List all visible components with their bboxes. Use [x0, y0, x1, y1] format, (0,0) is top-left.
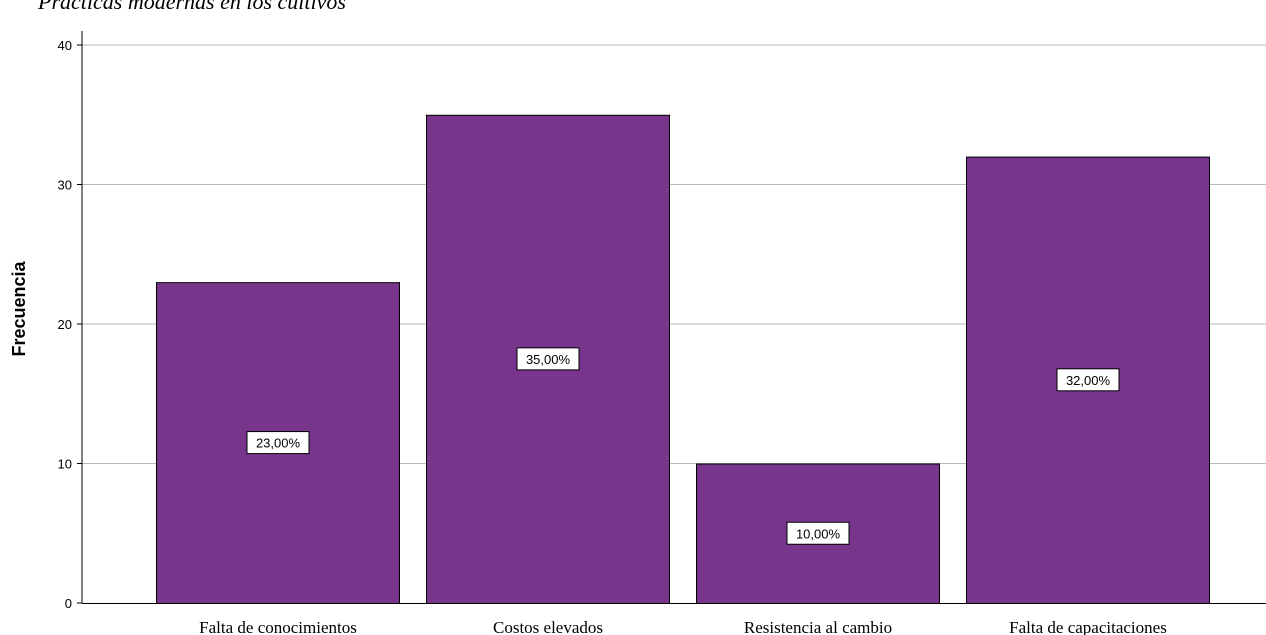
y-tick-label: 30 — [58, 178, 72, 193]
x-tick-label: Costos elevados — [493, 618, 603, 635]
y-tick-label: 0 — [65, 596, 72, 611]
x-tick-label: Resistencia al cambio — [744, 618, 892, 635]
bars — [156, 114, 1210, 604]
y-tick-label: 10 — [58, 457, 72, 472]
x-tick-label: Falta de conocimientos — [199, 618, 357, 635]
chart-title: Prácticas modernas en los cultivos — [37, 0, 346, 14]
axes — [81, 31, 1266, 604]
x-tick-labels: Falta de conocimientos Costos elevados Res… — [199, 618, 1167, 635]
data-label: 10,00% — [796, 526, 841, 541]
y-tick-label: 20 — [58, 317, 72, 332]
data-label-box — [1056, 368, 1120, 392]
data-label-box — [786, 521, 850, 545]
data-label: 32,00% — [1066, 373, 1111, 388]
data-labels: 23,00% 35,00% 10,00% 32,00% — [246, 347, 1120, 545]
y-tick-labels: 0 10 20 30 40 — [58, 38, 82, 611]
y-axis-label: Frecuencia — [9, 260, 29, 356]
data-label-box — [246, 431, 310, 455]
data-label: 35,00% — [526, 352, 571, 367]
y-tick-label: 40 — [58, 38, 72, 53]
data-label: 23,00% — [256, 436, 301, 451]
data-label-box — [516, 347, 580, 371]
x-tick-label: Falta de capacitaciones — [1009, 618, 1167, 635]
